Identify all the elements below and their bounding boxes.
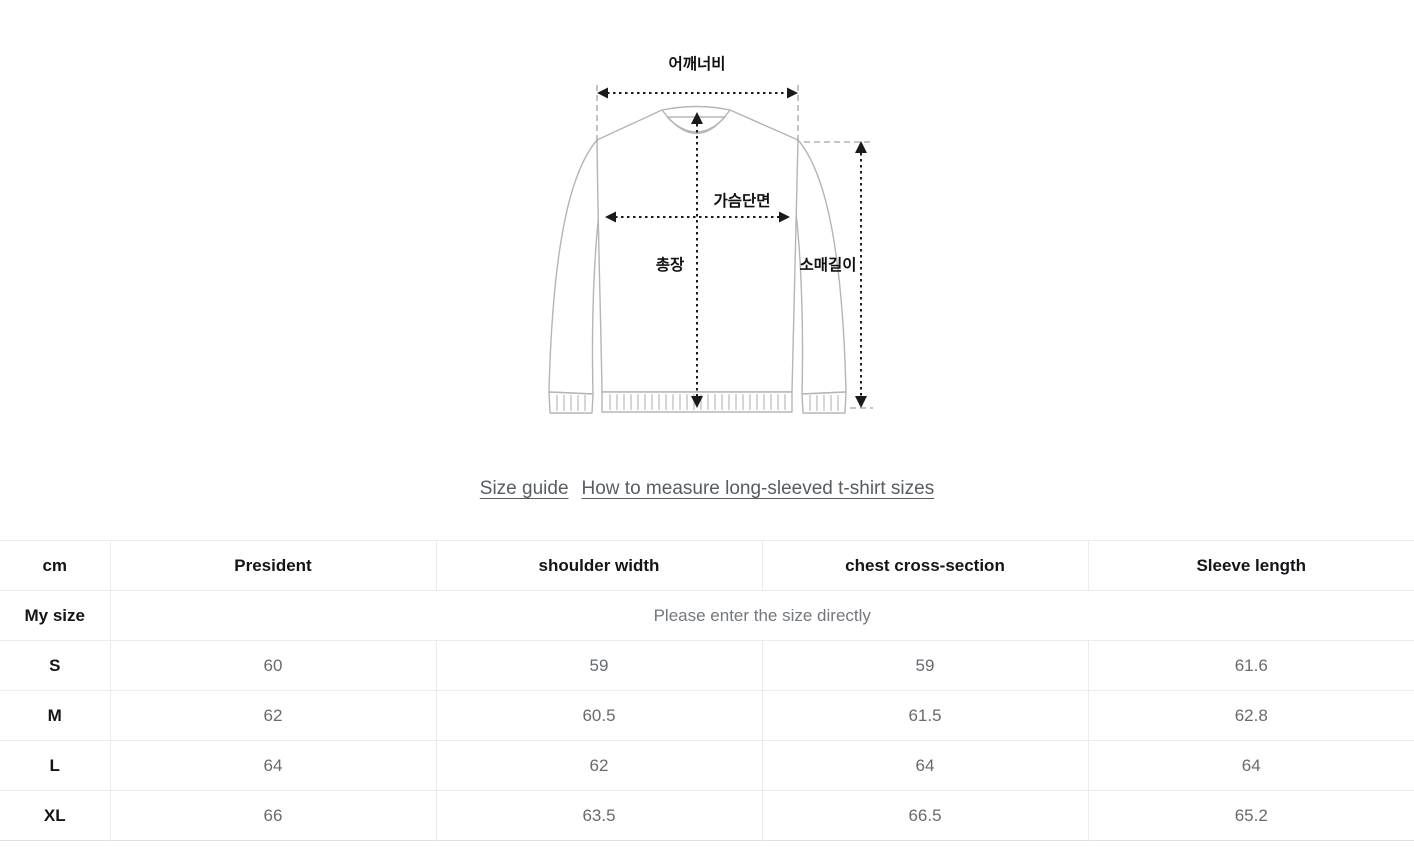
cell-value: 64 — [109, 740, 436, 791]
row-label-s: S — [0, 640, 110, 691]
cell-value: 59 — [761, 640, 1088, 691]
col-header-cm: cm — [0, 540, 110, 591]
cell-value: 61.6 — [1087, 640, 1414, 691]
cell-value: 64 — [1087, 740, 1414, 791]
size-guide-link[interactable]: Size guide — [479, 478, 569, 499]
right-cuff-ribs — [809, 395, 839, 411]
cell-value: 62 — [435, 740, 762, 791]
arrowhead-left — [597, 87, 608, 99]
table-row-my-size: My size Please enter the size directly — [0, 590, 1414, 641]
arrowhead-down — [691, 396, 703, 408]
col-header-chest-cross-section: chest cross-section — [761, 540, 1088, 591]
col-header-president: President — [109, 540, 436, 591]
cell-value: 60.5 — [435, 690, 762, 741]
sweater-diagram-svg: 어깨너비 가슴단면 총장 소매길이 — [548, 55, 873, 414]
row-label-xl: XL — [0, 790, 110, 841]
arrowhead-up — [855, 141, 867, 153]
label-shoulder-width: 어깨너비 — [668, 55, 725, 73]
arrowhead-right — [779, 211, 790, 223]
cell-value: 59 — [435, 640, 762, 691]
body — [596, 105, 799, 393]
label-chest-cross-section: 가슴단면 — [713, 192, 770, 210]
cell-value: 63.5 — [435, 790, 762, 841]
size-table: cm President shoulder width chest cross-… — [0, 540, 1414, 841]
table-row-l: L 64 62 64 64 — [0, 740, 1414, 791]
table-row-s: S 60 59 59 61.6 — [0, 640, 1414, 691]
cell-value: 62.8 — [1087, 690, 1414, 741]
row-label-l: L — [0, 740, 110, 791]
col-header-sleeve-length: Sleeve length — [1087, 540, 1414, 591]
arrowhead-up — [691, 112, 703, 124]
table-header-row: cm President shoulder width chest cross-… — [0, 540, 1414, 591]
cell-value: 60 — [109, 640, 436, 691]
guide-lines — [596, 85, 873, 409]
cell-value: 66.5 — [761, 790, 1088, 841]
cell-value: 61.5 — [761, 690, 1088, 741]
measure-arrows — [597, 87, 867, 408]
cell-value: 66 — [109, 790, 436, 841]
arrowhead-down — [855, 396, 867, 408]
table-row-m: M 62 60.5 61.5 62.8 — [0, 690, 1414, 741]
table-row-xl: XL 66 63.5 66.5 65.2 — [0, 790, 1414, 841]
col-header-shoulder-width: shoulder width — [435, 540, 762, 591]
left-cuff-ribs — [556, 395, 586, 411]
label-sleeve-length: 소매길이 — [799, 256, 856, 274]
cell-value: 62 — [109, 690, 436, 741]
my-size-input-cell[interactable]: Please enter the size directly — [109, 590, 1414, 641]
row-label-my-size: My size — [0, 590, 110, 641]
measure-guide-link[interactable]: How to measure long-sleeved t-shirt size… — [581, 478, 935, 499]
garment-measurement-diagram: 어깨너비 가슴단면 총장 소매길이 — [520, 45, 900, 435]
cell-value: 65.2 — [1087, 790, 1414, 841]
guide-links: Size guide How to measure long-sleeved t… — [0, 477, 1414, 501]
arrowhead-right — [787, 87, 798, 99]
row-label-m: M — [0, 690, 110, 741]
cell-value: 64 — [761, 740, 1088, 791]
size-table-container: cm President shoulder width chest cross-… — [0, 540, 1414, 841]
left-sleeve — [548, 139, 606, 395]
label-total-length: 총장 — [656, 256, 685, 274]
arrowhead-left — [605, 211, 616, 223]
